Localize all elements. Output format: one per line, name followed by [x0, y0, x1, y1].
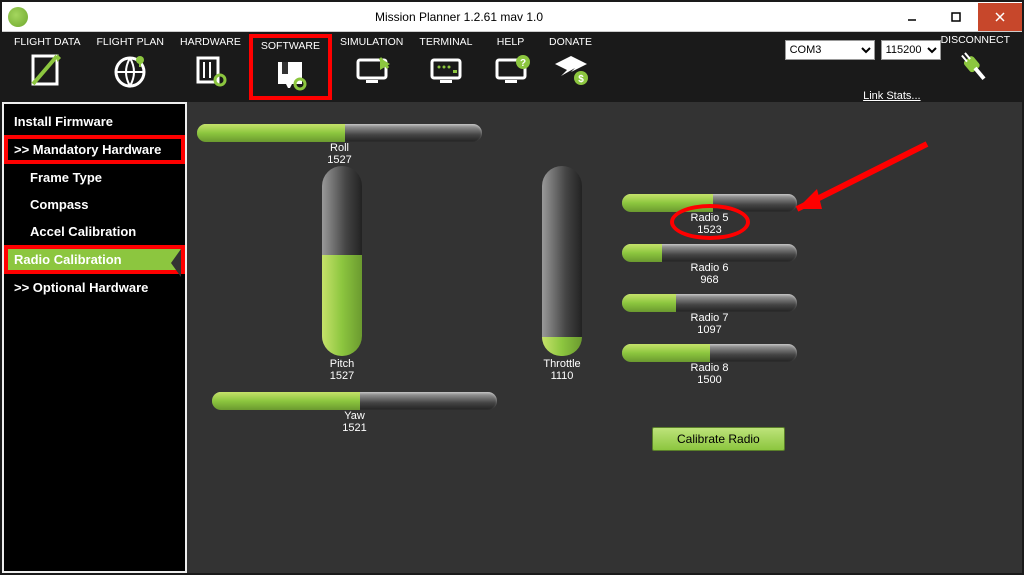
- sidebar: Install Firmware>> Mandatory HardwareFra…: [2, 102, 187, 573]
- sidebar-item-mandatory-hardware[interactable]: >> Mandatory Hardware: [4, 135, 185, 164]
- toolbar-help[interactable]: HELP?: [481, 34, 541, 100]
- donate-icon: $: [551, 52, 591, 88]
- bar-throttle: [542, 166, 582, 356]
- toolbar-simulation[interactable]: SIMULATION: [332, 34, 411, 100]
- bar-label-radio-8: Radio 81500: [622, 362, 797, 386]
- bar-yaw: [212, 392, 497, 410]
- bar-label-radio-6: Radio 6968: [622, 262, 797, 286]
- toolbar-label: HELP: [497, 36, 524, 48]
- toolbar-label: DONATE: [549, 36, 592, 48]
- toolbar: FLIGHT DATA FLIGHT PLAN HARDWARE SOFTWARE SI…: [2, 32, 1022, 102]
- toolbar-label: FLIGHT DATA: [14, 36, 81, 48]
- bar-label-roll: Roll1527: [197, 142, 482, 166]
- connection-group: COM3 115200: [785, 34, 941, 60]
- bar-radio-8: [622, 344, 797, 362]
- bar-roll: [197, 124, 482, 142]
- toolbar-software[interactable]: SOFTWARE: [249, 34, 332, 100]
- svg-text:?: ?: [519, 58, 525, 69]
- flight-data-icon: [27, 52, 67, 88]
- plug-icon: [955, 50, 995, 86]
- flight-plan-icon: [110, 52, 150, 88]
- bar-label-throttle: Throttle1110: [502, 358, 622, 382]
- toolbar-label: SOFTWARE: [261, 40, 320, 52]
- maximize-button[interactable]: [934, 3, 978, 31]
- toolbar-flight-plan[interactable]: FLIGHT PLAN: [89, 34, 173, 100]
- bar-radio-6: [622, 244, 797, 262]
- toolbar-label: SIMULATION: [340, 36, 403, 48]
- content-area: Calibrate Radio Roll1527Yaw1521Radio 515…: [187, 102, 1022, 573]
- svg-text:$: $: [578, 74, 584, 85]
- titlebar: Mission Planner 1.2.61 mav 1.0: [2, 2, 1022, 32]
- window-title: Mission Planner 1.2.61 mav 1.0: [28, 10, 890, 24]
- toolbar-flight-data[interactable]: FLIGHT DATA: [6, 34, 89, 100]
- hardware-icon: [190, 52, 230, 88]
- toolbar-terminal[interactable]: TERMINAL: [411, 34, 480, 100]
- bar-label-yaw: Yaw1521: [212, 410, 497, 434]
- sidebar-item-accel-calibration[interactable]: Accel Calibration: [4, 218, 185, 245]
- bar-radio-7: [622, 294, 797, 312]
- disconnect-button[interactable]: DISCONNECT: [941, 34, 1018, 86]
- close-button[interactable]: [978, 3, 1022, 31]
- toolbar-donate[interactable]: DONATE $: [541, 34, 601, 100]
- port-select[interactable]: COM3: [785, 40, 875, 60]
- bar-label-pitch: Pitch1527: [282, 358, 402, 382]
- sidebar-item-compass[interactable]: Compass: [4, 191, 185, 218]
- sidebar-item-install-firmware[interactable]: Install Firmware: [4, 108, 185, 135]
- toolbar-label: FLIGHT PLAN: [97, 36, 165, 48]
- baud-select[interactable]: 115200: [881, 40, 941, 60]
- annotation-arrow: [777, 134, 937, 239]
- simulation-icon: [352, 52, 392, 88]
- minimize-button[interactable]: [890, 3, 934, 31]
- toolbar-label: HARDWARE: [180, 36, 241, 48]
- bar-pitch: [322, 166, 362, 356]
- calibrate-radio-button[interactable]: Calibrate Radio: [652, 427, 785, 451]
- help-icon: ?: [491, 52, 531, 88]
- toolbar-label: TERMINAL: [419, 36, 472, 48]
- sidebar-item-radio-calibration[interactable]: Radio Calibration: [4, 245, 185, 274]
- terminal-icon: [426, 52, 466, 88]
- annotation-circle: [670, 204, 750, 240]
- main-area: Install Firmware>> Mandatory HardwareFra…: [2, 102, 1022, 573]
- toolbar-hardware[interactable]: HARDWARE: [172, 34, 249, 100]
- sidebar-item-frame-type[interactable]: Frame Type: [4, 164, 185, 191]
- bar-label-radio-7: Radio 71097: [622, 312, 797, 336]
- sidebar-item-optional-hardware[interactable]: >> Optional Hardware: [4, 274, 185, 301]
- app-icon: [8, 7, 28, 27]
- link-stats-link[interactable]: Link Stats...: [863, 90, 920, 102]
- software-icon: [270, 56, 310, 92]
